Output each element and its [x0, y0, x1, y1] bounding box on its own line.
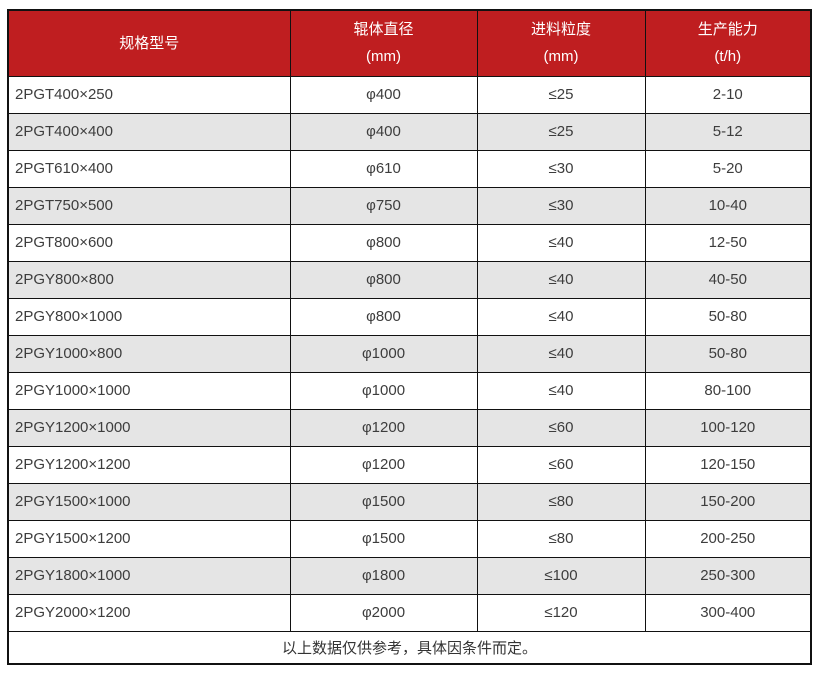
table-row: 2PGY1200×1200 φ1200 ≤60 120-150	[7, 445, 812, 484]
table-row: 2PGY1200×1000 φ1200 ≤60 100-120	[7, 408, 812, 447]
model-cell: 2PGY1200×1000	[7, 408, 291, 447]
feed-size-cell: ≤100	[476, 556, 646, 595]
feed-size-cell: ≤40	[476, 297, 646, 336]
model-cell: 2PGT800×600	[7, 223, 291, 262]
spec-table-body: 2PGT400×250 φ400 ≤25 2-10 2PGT400×400 φ400 ≤25…	[7, 75, 812, 632]
capacity-cell: 5-12	[644, 112, 812, 151]
table-row: 2PGT400×400 φ400 ≤25 5-12	[7, 112, 812, 151]
capacity-cell: 50-80	[644, 297, 812, 336]
column-unit: (t/h)	[714, 48, 742, 66]
capacity-cell: 100-120	[644, 408, 812, 447]
roller-diameter-cell: φ400	[289, 75, 478, 114]
roller-diameter-cell: φ1500	[289, 482, 478, 521]
capacity-cell: 12-50	[644, 223, 812, 262]
roller-diameter-cell: φ1000	[289, 371, 478, 410]
roller-diameter-cell: φ1200	[289, 445, 478, 484]
feed-size-cell: ≤40	[476, 260, 646, 299]
feed-size-cell: ≤120	[476, 593, 646, 632]
feed-size-cell: ≤40	[476, 223, 646, 262]
model-cell: 2PGT400×400	[7, 112, 291, 151]
column-header-roller-diameter: 辊体直径 (mm)	[289, 9, 478, 77]
feed-size-cell: ≤80	[476, 482, 646, 521]
feed-size-cell: ≤30	[476, 149, 646, 188]
roller-diameter-cell: φ400	[289, 112, 478, 151]
roller-diameter-cell: φ1200	[289, 408, 478, 447]
model-cell: 2PGY1000×1000	[7, 371, 291, 410]
table-row: 2PGY1500×1200 φ1500 ≤80 200-250	[7, 519, 812, 558]
capacity-cell: 250-300	[644, 556, 812, 595]
model-cell: 2PGT610×400	[7, 149, 291, 188]
model-cell: 2PGY1500×1200	[7, 519, 291, 558]
column-label: 辊体直径	[353, 21, 414, 39]
table-row: 2PGY800×1000 φ800 ≤40 50-80	[7, 297, 812, 336]
roller-diameter-cell: φ800	[289, 297, 478, 336]
model-cell: 2PGY1800×1000	[7, 556, 291, 595]
column-label: 进料粒度	[530, 21, 591, 39]
capacity-cell: 80-100	[644, 371, 812, 410]
roller-diameter-cell: φ1500	[289, 519, 478, 558]
column-label: 规格型号	[119, 34, 180, 52]
feed-size-cell: ≤40	[476, 371, 646, 410]
capacity-cell: 2-10	[644, 75, 812, 114]
model-cell: 2PGY1500×1000	[7, 482, 291, 521]
footer-row: 以上数据仅供参考，具体因条件而定。	[7, 630, 812, 665]
column-header-capacity: 生产能力 (t/h)	[644, 9, 812, 77]
table-row: 2PGY1800×1000 φ1800 ≤100 250-300	[7, 556, 812, 595]
table-row: 2PGT400×250 φ400 ≤25 2-10	[7, 75, 812, 114]
roller-diameter-cell: φ2000	[289, 593, 478, 632]
model-cell: 2PGY800×1000	[7, 297, 291, 336]
column-header-feed-size: 进料粒度 (mm)	[476, 9, 646, 77]
spec-table-footer: 以上数据仅供参考，具体因条件而定。	[7, 630, 812, 665]
capacity-cell: 40-50	[644, 260, 812, 299]
table-row: 2PGT750×500 φ750 ≤30 10-40	[7, 186, 812, 225]
footer-note: 以上数据仅供参考，具体因条件而定。	[7, 630, 812, 665]
column-header-model: 规格型号	[7, 9, 291, 77]
spec-table-header: 规格型号 辊体直径 (mm) 进料粒度 (mm) 生产能力 (t/h)	[7, 9, 812, 77]
column-label: 生产能力	[697, 21, 758, 39]
column-unit: (mm)	[543, 48, 579, 66]
feed-size-cell: ≤25	[476, 75, 646, 114]
table-row: 2PGT800×600 φ800 ≤40 12-50	[7, 223, 812, 262]
roller-diameter-cell: φ800	[289, 223, 478, 262]
model-cell: 2PGY2000×1200	[7, 593, 291, 632]
roller-diameter-cell: φ1000	[289, 334, 478, 373]
feed-size-cell: ≤40	[476, 334, 646, 373]
capacity-cell: 300-400	[644, 593, 812, 632]
model-cell: 2PGY1000×800	[7, 334, 291, 373]
table-row: 2PGY800×800 φ800 ≤40 40-50	[7, 260, 812, 299]
roller-diameter-cell: φ750	[289, 186, 478, 225]
capacity-cell: 5-20	[644, 149, 812, 188]
header-row: 规格型号 辊体直径 (mm) 进料粒度 (mm) 生产能力 (t/h)	[7, 9, 812, 77]
feed-size-cell: ≤80	[476, 519, 646, 558]
table-row: 2PGY2000×1200 φ2000 ≤120 300-400	[7, 593, 812, 632]
capacity-cell: 50-80	[644, 334, 812, 373]
model-cell: 2PGY800×800	[7, 260, 291, 299]
column-unit: (mm)	[366, 48, 401, 66]
roller-diameter-cell: φ800	[289, 260, 478, 299]
feed-size-cell: ≤30	[476, 186, 646, 225]
spec-table: 规格型号 辊体直径 (mm) 进料粒度 (mm) 生产能力 (t/h) 2PGT400…	[7, 9, 812, 665]
feed-size-cell: ≤60	[476, 408, 646, 447]
feed-size-cell: ≤60	[476, 445, 646, 484]
model-cell: 2PGT750×500	[7, 186, 291, 225]
roller-diameter-cell: φ1800	[289, 556, 478, 595]
capacity-cell: 120-150	[644, 445, 812, 484]
capacity-cell: 10-40	[644, 186, 812, 225]
model-cell: 2PGY1200×1200	[7, 445, 291, 484]
table-row: 2PGT610×400 φ610 ≤30 5-20	[7, 149, 812, 188]
table-row: 2PGY1500×1000 φ1500 ≤80 150-200	[7, 482, 812, 521]
table-row: 2PGY1000×1000 φ1000 ≤40 80-100	[7, 371, 812, 410]
model-cell: 2PGT400×250	[7, 75, 291, 114]
capacity-cell: 150-200	[644, 482, 812, 521]
roller-diameter-cell: φ610	[289, 149, 478, 188]
capacity-cell: 200-250	[644, 519, 812, 558]
table-row: 2PGY1000×800 φ1000 ≤40 50-80	[7, 334, 812, 373]
feed-size-cell: ≤25	[476, 112, 646, 151]
